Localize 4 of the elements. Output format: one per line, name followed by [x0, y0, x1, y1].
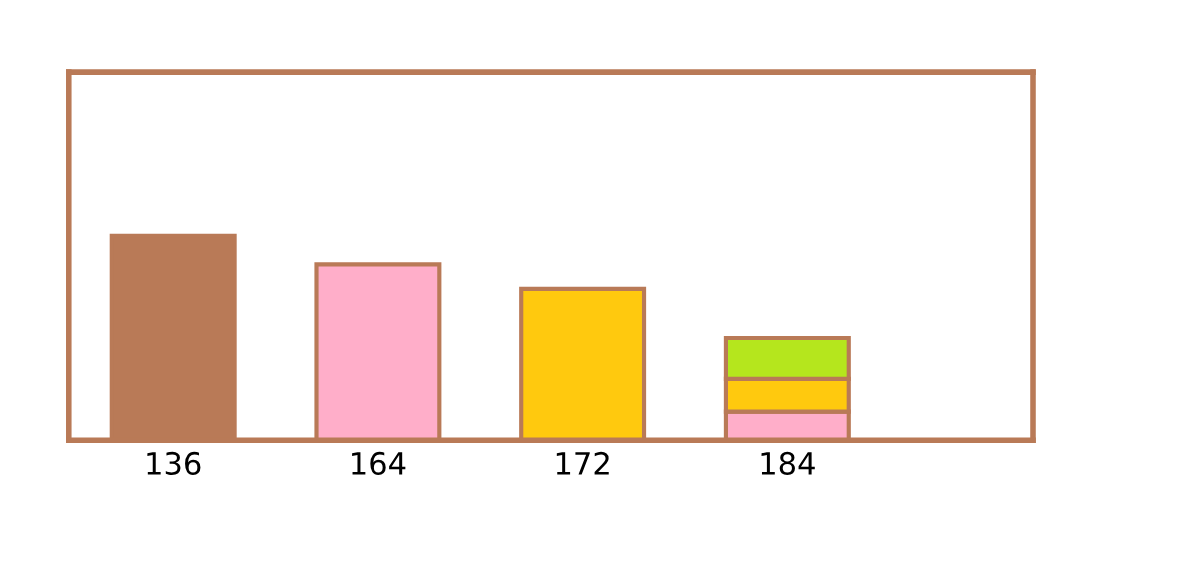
x-tick-label: 164	[352, 451, 406, 475]
x-tick-label: 184	[761, 451, 815, 475]
x-tick-label: 136	[147, 451, 201, 475]
x-tick-label: 172	[556, 451, 609, 475]
